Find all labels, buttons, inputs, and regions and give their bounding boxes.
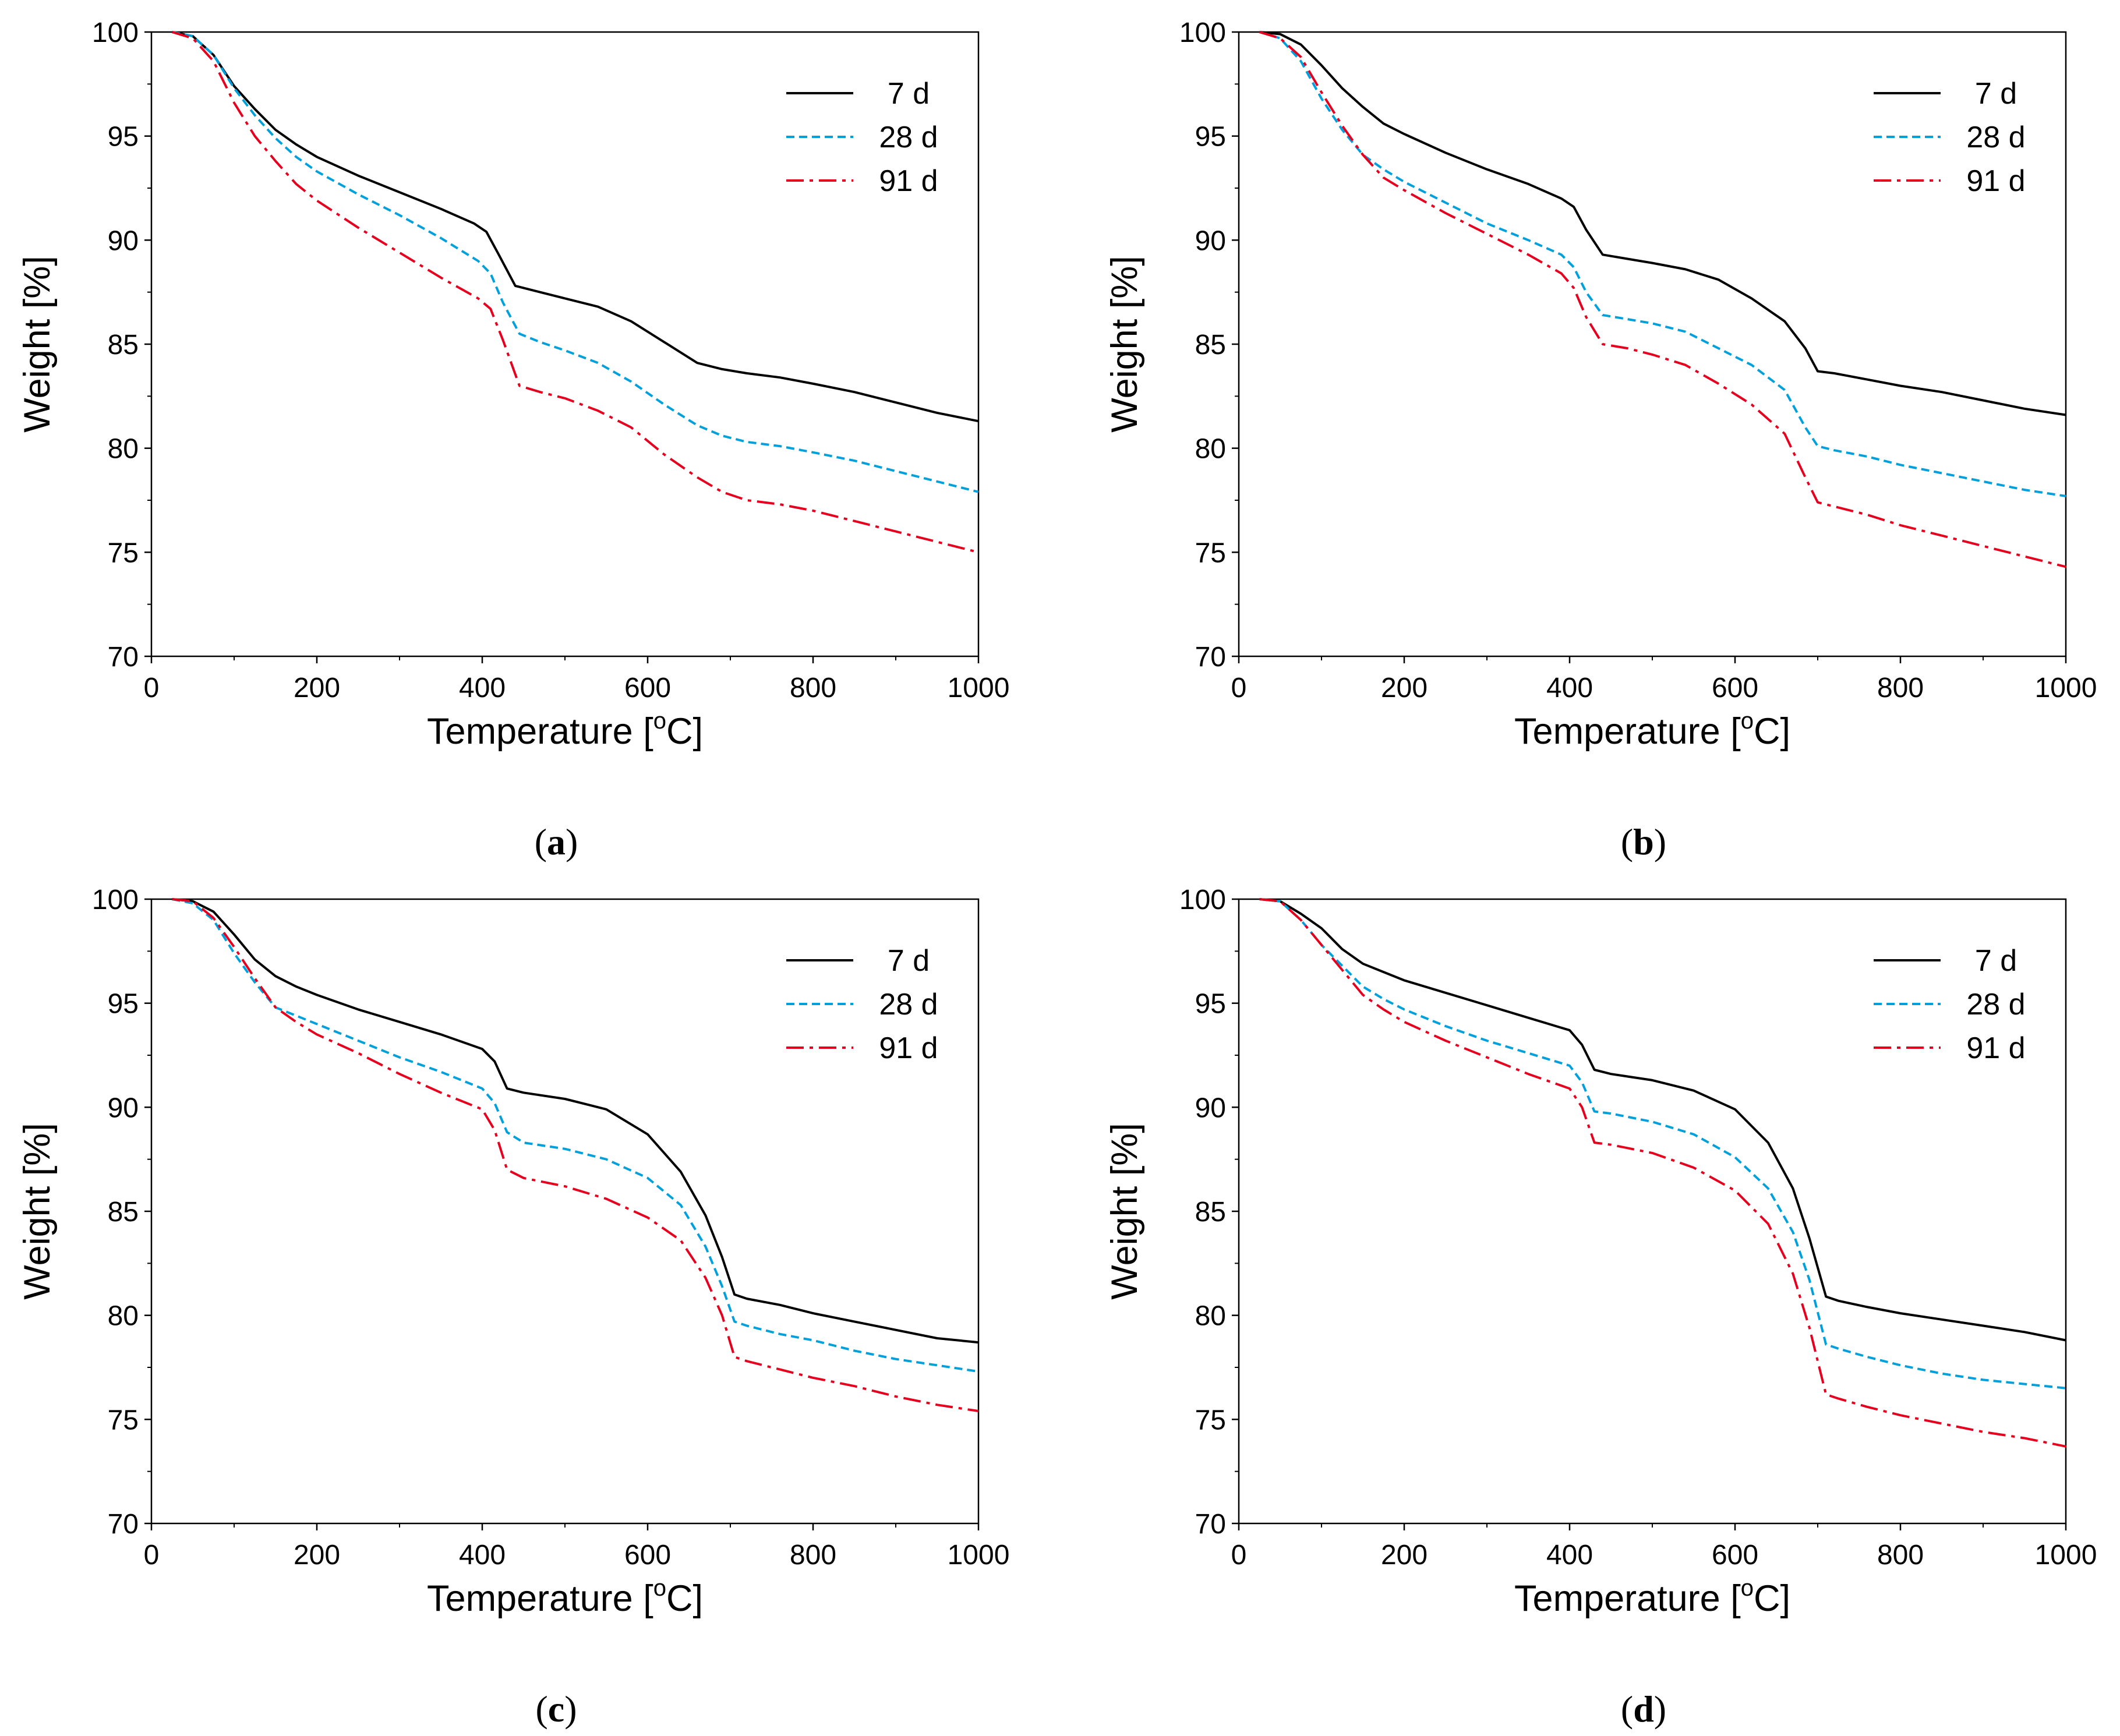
panel-label: (c) [535, 1688, 577, 1730]
x-tick-label: 0 [144, 1540, 160, 1571]
x-axis-title: Temperature [oC] [427, 1575, 703, 1619]
y-tick-label: 95 [108, 122, 139, 153]
y-tick-label: 100 [92, 885, 139, 915]
y-tick-label: 100 [1179, 17, 1226, 48]
plot-frame [1238, 898, 2067, 1525]
y-tick-label: 80 [1195, 1301, 1226, 1332]
y-tick-label: 90 [1195, 1092, 1226, 1123]
x-tick-label: 600 [624, 673, 671, 703]
x-tick-label: 800 [1877, 673, 1924, 703]
x-tick-label: 200 [294, 1540, 340, 1571]
x-axis-title: Temperature [oC] [1514, 1575, 1790, 1619]
y-tick-label: 100 [92, 17, 139, 48]
x-tick-label: 400 [1546, 1540, 1593, 1571]
legend-label: 28 d [879, 121, 938, 154]
series-line-91d [171, 31, 979, 554]
legend-label: 7 d [1975, 77, 2017, 111]
series-line-91d [172, 898, 979, 1412]
series-line-7d [172, 898, 979, 1344]
x-tick-label: 200 [1381, 673, 1428, 703]
plot-frame [150, 898, 980, 1525]
x-tick-label: 0 [1231, 1540, 1247, 1571]
series-line-91d [1259, 898, 2066, 1448]
series-line-7d [172, 31, 979, 423]
series-line-91d [1259, 31, 2066, 568]
legend-label: 91 d [1966, 164, 2025, 198]
x-tick-label: 0 [144, 673, 160, 703]
y-tick-label: 85 [1195, 330, 1226, 360]
y-tick-label: 95 [1195, 989, 1226, 1020]
plot-frame [1238, 31, 2067, 657]
y-tick-label: 80 [1195, 434, 1226, 465]
y-axis-title: Weight [%] [17, 256, 58, 432]
y-tick-label: 75 [1195, 1405, 1226, 1436]
y-tick-label: 75 [1195, 538, 1226, 568]
x-tick-label: 0 [1231, 673, 1247, 703]
x-axis-title: Temperature [oC] [427, 708, 703, 752]
x-tick-label: 600 [624, 1540, 671, 1571]
series-line-7d [1259, 31, 2066, 416]
y-axis-title: Weight [%] [1104, 1123, 1145, 1299]
y-tick-label: 85 [108, 1197, 139, 1228]
y-axis-title: Weight [%] [1104, 256, 1145, 432]
panel-label: (a) [535, 821, 578, 862]
x-tick-label: 600 [1712, 673, 1758, 703]
x-tick-label: 800 [790, 1540, 836, 1571]
y-tick-label: 70 [108, 642, 139, 673]
y-tick-label: 95 [1195, 122, 1226, 153]
legend-label: 7 d [888, 77, 930, 111]
y-tick-label: 75 [108, 538, 139, 568]
y-tick-label: 75 [108, 1405, 139, 1436]
y-tick-label: 85 [1195, 1197, 1226, 1228]
y-tick-label: 80 [108, 1301, 139, 1332]
legend-label: 28 d [879, 988, 938, 1021]
y-axis-title: Weight [%] [17, 1123, 58, 1299]
y-tick-label: 90 [108, 225, 139, 256]
y-tick-label: 70 [1195, 642, 1226, 673]
x-tick-label: 400 [459, 1540, 506, 1571]
series-line-7d [1259, 898, 2066, 1342]
legend-label: 7 d [1975, 944, 2017, 978]
y-tick-label: 85 [108, 330, 139, 360]
x-axis-title: Temperature [oC] [1514, 708, 1790, 752]
y-tick-label: 80 [108, 434, 139, 465]
x-tick-label: 200 [294, 673, 340, 703]
legend-label: 91 d [879, 164, 938, 198]
legend-label: 91 d [879, 1031, 938, 1065]
x-tick-label: 600 [1712, 1540, 1758, 1571]
legend-label: 28 d [1966, 988, 2025, 1021]
series-line-28d [1259, 31, 2066, 497]
y-tick-label: 70 [108, 1509, 139, 1540]
x-tick-label: 1000 [2035, 1540, 2097, 1571]
x-tick-label: 800 [790, 673, 836, 703]
panel-label: (b) [1621, 821, 1666, 862]
series-line-28d [172, 898, 979, 1373]
x-tick-label: 1000 [948, 673, 1010, 703]
x-tick-label: 1000 [2035, 673, 2097, 703]
x-tick-label: 400 [1546, 673, 1593, 703]
y-tick-label: 90 [1195, 225, 1226, 256]
y-tick-label: 90 [108, 1092, 139, 1123]
x-tick-label: 800 [1877, 1540, 1924, 1571]
panel-label: (d) [1621, 1688, 1666, 1730]
legend-label: 91 d [1966, 1031, 2025, 1065]
y-tick-label: 100 [1179, 885, 1226, 915]
x-tick-label: 1000 [948, 1540, 1010, 1571]
y-tick-label: 70 [1195, 1509, 1226, 1540]
legend-label: 7 d [888, 944, 930, 978]
series-line-28d [1259, 898, 2066, 1389]
y-tick-label: 95 [108, 989, 139, 1020]
x-tick-label: 200 [1381, 1540, 1428, 1571]
x-tick-label: 400 [459, 673, 506, 703]
legend-label: 28 d [1966, 121, 2025, 154]
series-line-28d [172, 31, 979, 493]
plot-frame [150, 31, 980, 657]
